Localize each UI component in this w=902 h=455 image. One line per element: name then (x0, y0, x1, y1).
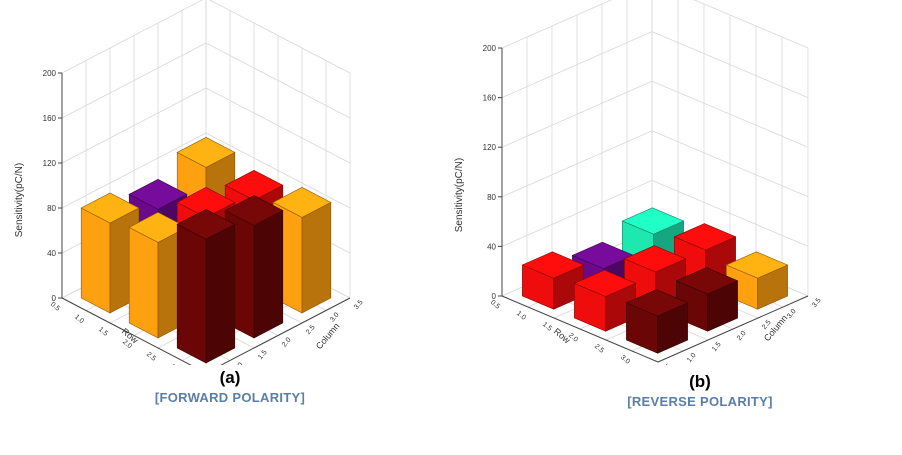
bar-top-face (625, 289, 689, 317)
bar-r3-c1 (625, 289, 689, 354)
column-tick-label: 1.5 (257, 349, 269, 361)
column-tick-label: 3.5 (811, 297, 823, 309)
bar-left-face (80, 207, 111, 314)
row-axis-title: Row (552, 326, 573, 346)
column-axis-title: Column (314, 321, 342, 351)
z-tick-label: 200 (483, 44, 497, 53)
column-tick-label: 3.0 (786, 308, 798, 320)
grid-line (61, 0, 204, 74)
grid-line (501, 130, 653, 198)
grid-line (61, 42, 207, 119)
caption-a: (a) [FORWARD POLARITY] (120, 368, 340, 405)
z-tick-label: 120 (483, 143, 497, 152)
column-tick-label: 0.5 (661, 363, 673, 365)
grid-line (651, 31, 809, 98)
row-axis-line (61, 297, 192, 365)
grid-line (651, 180, 809, 247)
column-tick-label: 2.5 (305, 324, 317, 336)
bar-top-face (673, 223, 737, 251)
grid-line (61, 87, 207, 164)
column-tick-label: 2.5 (761, 319, 773, 331)
z-tick-label: 40 (487, 242, 496, 251)
grid-line (61, 132, 207, 209)
column-axis-line (657, 295, 809, 363)
bar-r2-c1 (573, 269, 637, 332)
grid-line (501, 0, 613, 49)
bar-right-face (205, 223, 236, 364)
row-tick-label: 2.5 (145, 351, 157, 363)
grid-line (205, 132, 351, 209)
column-tick-label: 1.5 (711, 341, 723, 353)
bar-top-face (725, 251, 789, 279)
chart-forward-polarity: 040801201602000.51.01.52.02.53.03.50.51.… (14, 0, 365, 365)
bar-r1-c1 (521, 251, 585, 310)
bar-right-face (253, 210, 284, 339)
z-axis-title: Sensitivity(pC/N) (454, 158, 465, 232)
grid-line (205, 87, 351, 164)
bar-top-face (521, 251, 585, 279)
panel-label-a: (a) (219, 368, 241, 387)
z-tick-label: 0 (52, 294, 57, 303)
column-tick-label: 3.0 (329, 311, 341, 323)
bar-top-face (128, 178, 188, 210)
grid-line (208, 0, 351, 74)
column-axis-line (220, 297, 351, 365)
caption-b: (b) [REVERSE POLARITY] (590, 372, 810, 409)
row-tick-label: 0.5 (489, 299, 501, 311)
bar-top-face (621, 207, 685, 235)
row-tick-label: 3.0 (169, 364, 181, 365)
column-tick-label: 3.5 (353, 299, 365, 311)
z-axis-title: Sensitivity(pC/N) (14, 163, 25, 237)
z-tick-label: 160 (483, 94, 497, 103)
column-tick-label: 1.0 (233, 361, 245, 365)
column-tick-label: 2.0 (281, 336, 293, 348)
bar-top-face (176, 187, 236, 218)
row-tick-label: 2.0 (567, 332, 579, 344)
column-tick-label: 2.0 (736, 330, 748, 342)
bar-top-face (573, 269, 637, 297)
row-tick-label: 0.5 (49, 301, 61, 313)
bar-top-face (176, 137, 236, 168)
column-tick-label: 1.0 (686, 352, 698, 364)
z-tick-label: 120 (43, 159, 57, 168)
row-tick-label: 1.5 (541, 321, 553, 333)
grid-line (651, 80, 809, 148)
z-tick-label: 0 (492, 292, 497, 301)
bar-r3-c1 (176, 208, 236, 364)
chart-reverse-polarity: 0 40 80 120 160 200 0.5 1.0 1.5 2.0 2.5 3.0 3.5 0.5 1.… (454, 0, 823, 365)
grid-line (693, 0, 809, 49)
bar-top-face (272, 187, 332, 218)
grid-line (501, 80, 653, 148)
bar-left-face (176, 223, 207, 364)
row-axis-line (501, 295, 659, 363)
row-tick-label: 3.0 (619, 354, 631, 365)
bar-top-face (224, 195, 284, 226)
row-tick-label: 1.0 (73, 314, 85, 326)
bar-top-face (623, 245, 687, 273)
bar-top-face (224, 169, 284, 201)
z-tick-label: 200 (43, 69, 57, 78)
panel-subtitle-b: [REVERSE POLARITY] (627, 394, 773, 409)
grid-line (205, 42, 351, 119)
bar-top-face (80, 192, 140, 224)
bar-top-face (675, 267, 739, 295)
bar-left-face (128, 226, 159, 339)
grid-line (651, 130, 809, 198)
row-tick-label: 2.0 (121, 339, 133, 351)
grid-line (501, 31, 653, 98)
row-tick-label: 1.0 (515, 310, 527, 322)
z-tick-label: 80 (487, 193, 496, 202)
panel-subtitle-a: [FORWARD POLARITY] (154, 390, 306, 405)
panel-label-b: (b) (689, 372, 711, 391)
z-tick-label: 80 (47, 204, 56, 213)
z-tick-label: 160 (43, 114, 57, 123)
z-tick-label: 40 (47, 249, 56, 258)
bar-top-face (176, 208, 236, 240)
row-tick-label: 2.5 (593, 343, 605, 355)
bar-right-face (301, 201, 332, 314)
row-tick-label: 1.5 (97, 326, 109, 338)
grid-line (501, 180, 653, 247)
